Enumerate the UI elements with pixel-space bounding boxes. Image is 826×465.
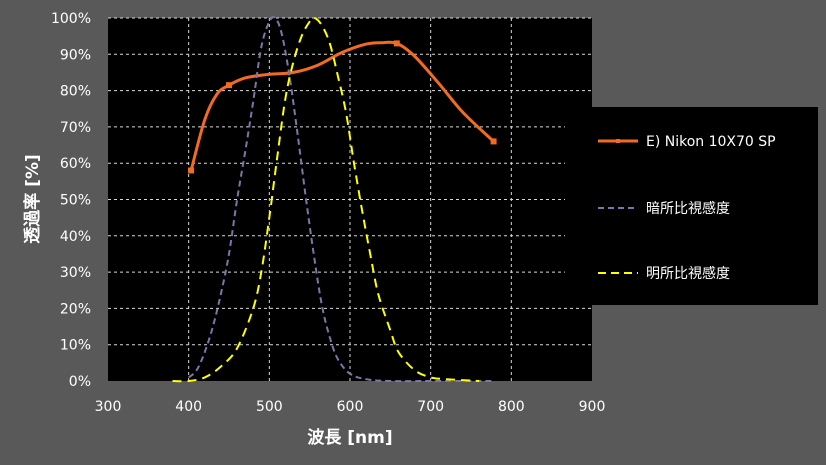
x-axis-title: 波長 [nm] — [307, 427, 392, 448]
legend-label-scotopic: 暗所比視感度 — [646, 200, 730, 217]
series-nikon-marker — [226, 82, 232, 89]
series-layer — [172, 16, 497, 383]
y-tick-label: 60% — [60, 156, 91, 172]
y-tick-label: 30% — [60, 265, 91, 281]
y-tick-label: 40% — [60, 229, 91, 245]
y-tick-label: 70% — [60, 120, 91, 136]
series-nikon-marker — [188, 167, 195, 174]
series-photopic-line — [172, 16, 480, 383]
x-tick-label: 900 — [579, 399, 606, 415]
y-tick-label: 20% — [60, 301, 91, 317]
legend-marker-nikon — [616, 139, 620, 143]
x-tick-label: 600 — [337, 399, 364, 415]
legend-item-scotopic: 暗所比視感度 — [598, 200, 730, 217]
x-tick-label: 500 — [256, 399, 283, 415]
series-scotopic-line — [188, 16, 496, 383]
series-nikon-marker — [490, 138, 497, 145]
x-tick-label: 800 — [498, 399, 525, 415]
y-tick-label: 0% — [69, 374, 91, 390]
legend-item-photopic: 明所比視感度 — [598, 265, 730, 282]
series-nikon-line — [189, 40, 495, 171]
y-tick-label: 80% — [60, 84, 91, 100]
y-axis-title: 透過率 [%] — [22, 154, 43, 244]
x-axis-ticks: 300 400 500 600 700 800 900 — [95, 399, 606, 415]
grid — [108, 17, 592, 381]
legend: E) Nikon 10X70 SP 暗所比視感度 明所比視感度 — [565, 107, 818, 305]
legend-label-nikon: E) Nikon 10X70 SP — [646, 134, 776, 150]
legend-item-nikon: E) Nikon 10X70 SP — [598, 134, 776, 150]
x-tick-label: 400 — [175, 399, 202, 415]
x-tick-label: 700 — [417, 399, 444, 415]
y-tick-label: 10% — [60, 338, 91, 354]
y-tick-label: 90% — [60, 47, 91, 63]
legend-label-photopic: 明所比視感度 — [646, 265, 730, 282]
series-nikon-marker — [393, 40, 400, 47]
x-tick-label: 300 — [95, 399, 122, 415]
y-tick-label: 100% — [51, 11, 91, 27]
y-tick-label: 50% — [60, 193, 91, 209]
y-axis-ticks: 0% 10% 20% 30% 40% 50% 60% 70% 80% 90% 100% — [51, 11, 91, 390]
